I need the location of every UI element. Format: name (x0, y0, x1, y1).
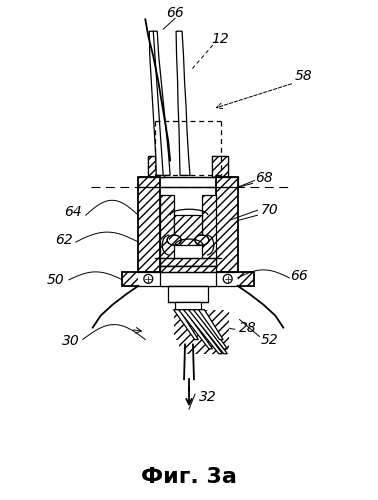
Bar (216, 178, 238, 272)
Polygon shape (149, 31, 170, 176)
Bar (194, 310, 229, 349)
Text: 62: 62 (55, 233, 73, 247)
Bar (138, 178, 238, 188)
Bar (160, 266, 216, 286)
Polygon shape (178, 310, 212, 349)
Ellipse shape (195, 235, 209, 245)
Polygon shape (198, 310, 223, 340)
Text: 68: 68 (256, 172, 273, 185)
Bar (198, 310, 224, 340)
Bar (175, 302, 201, 310)
Bar (138, 178, 160, 272)
Text: 52: 52 (260, 332, 278, 346)
Polygon shape (176, 31, 190, 176)
Circle shape (223, 274, 232, 283)
Bar (184, 310, 224, 354)
Text: 30: 30 (62, 334, 80, 348)
Bar (138, 272, 238, 286)
Text: 70: 70 (260, 203, 278, 217)
Bar (197, 236, 207, 245)
Bar (212, 156, 228, 178)
Bar (168, 286, 208, 302)
Bar (212, 156, 228, 178)
Bar (189, 310, 229, 354)
Polygon shape (184, 310, 222, 354)
Bar (148, 156, 164, 178)
Text: 64: 64 (64, 205, 82, 219)
Text: 50: 50 (47, 273, 65, 287)
Text: 58: 58 (294, 69, 312, 83)
Bar (160, 196, 174, 260)
Bar (148, 156, 164, 178)
Bar (122, 272, 254, 286)
Bar (160, 266, 216, 272)
Bar (174, 215, 202, 245)
Text: 12: 12 (211, 32, 229, 46)
Bar (178, 310, 214, 349)
Bar (202, 196, 216, 260)
Text: 66: 66 (290, 269, 308, 283)
Polygon shape (189, 310, 228, 354)
Text: 66: 66 (166, 6, 184, 20)
Polygon shape (174, 310, 198, 340)
Bar (160, 258, 216, 266)
Bar (174, 310, 200, 340)
Text: Фиг. 3а: Фиг. 3а (141, 466, 237, 486)
Circle shape (144, 274, 153, 283)
Bar (169, 236, 179, 245)
Text: 28: 28 (239, 320, 256, 334)
Text: 32: 32 (199, 390, 217, 404)
Ellipse shape (167, 235, 181, 245)
Polygon shape (194, 310, 228, 349)
